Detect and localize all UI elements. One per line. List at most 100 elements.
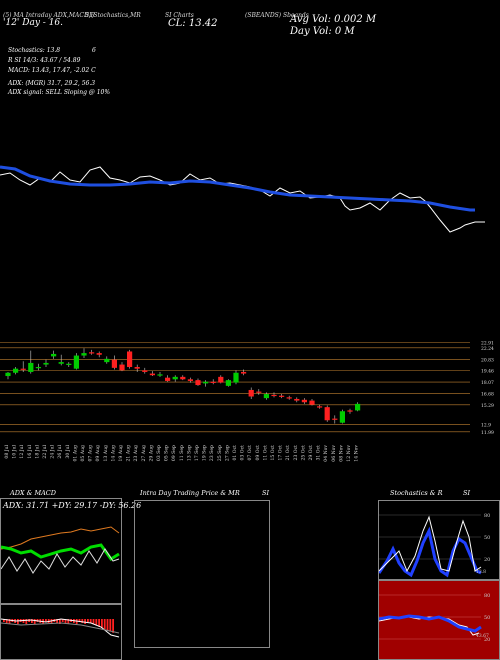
- stoch-tick-20: 20: [484, 557, 490, 563]
- candle-bear: [195, 380, 201, 386]
- adx-lines: [1, 526, 120, 574]
- macd-histogram-bar: [61, 619, 64, 622]
- macd-histogram-bar: [67, 619, 70, 624]
- header-day: '12' Day - 16.: [3, 18, 64, 28]
- macd-histogram-bar: [8, 619, 11, 624]
- macd-histogram-bar: [101, 619, 103, 628]
- candle-bear: [134, 367, 140, 369]
- rsi-tick-80: 80: [484, 593, 490, 599]
- stoch-blue-line: [379, 526, 482, 578]
- mr-panel: [134, 500, 270, 648]
- header-line1: (5) MA Intraday ADX,MACD,R: [3, 12, 96, 19]
- adx-orange-line: [1, 526, 120, 550]
- candle-bear: [347, 410, 353, 412]
- date-tick-label: 09 Aug: [95, 445, 101, 462]
- date-tick-label: 22 Jul: [42, 444, 48, 458]
- main-price-chart: [0, 165, 485, 233]
- date-tick-label: 08 Nov: [338, 445, 344, 462]
- candle-bull: [66, 363, 72, 365]
- rsi-label: R SI 14/3: 43.67 / 54.89: [8, 57, 81, 64]
- date-tick-label: 13 Sep: [186, 445, 192, 461]
- macd-histogram-bar: [87, 619, 89, 622]
- candle-bull: [203, 381, 209, 384]
- date-tick-label: 13 Aug: [103, 445, 109, 462]
- price-level-label: 22.91: [481, 340, 494, 346]
- rsi-chart: 80 50 20 43.67: [379, 593, 490, 643]
- macd-histogram-bar: [45, 619, 47, 622]
- candle-bear: [279, 395, 285, 397]
- header-line1b: SI,Stochastics,MR: [85, 12, 141, 19]
- price-level-label: 19.46: [481, 369, 494, 375]
- macd-histogram-bar: [56, 619, 58, 623]
- adx-label: ADX: (MGR) 31.7, 29.2, 56.3: [8, 80, 96, 87]
- date-tick-label: 06 Nov: [331, 445, 337, 462]
- adx-macd-title: ADX & MACD: [10, 489, 56, 497]
- date-tick-label: 09 Sep: [171, 445, 177, 461]
- candle-bear: [111, 359, 117, 368]
- macd-histogram-bar: [3, 619, 5, 622]
- candle-bull: [225, 380, 231, 386]
- header-dayvol: Day Vol: 0 M: [290, 26, 355, 37]
- date-tick-label: 01 Aug: [72, 445, 78, 462]
- candle-bull: [73, 355, 79, 369]
- header-line1c: SI Charts: [165, 12, 194, 19]
- date-tick-label: 10 Jul: [12, 444, 18, 458]
- date-tick-label: 25 Sep: [217, 445, 223, 461]
- date-tick-label: 21 Aug: [126, 445, 132, 462]
- macd-histogram-bar: [64, 619, 67, 623]
- stoch-chart: 80 50 20 13.8: [379, 513, 490, 578]
- header-close: CL: 13.42: [168, 18, 218, 29]
- date-tick-label: 01 Oct: [232, 445, 238, 461]
- macd-histogram-bar: [59, 619, 61, 624]
- macd-histogram-bar: [25, 619, 28, 624]
- candle-bull: [13, 368, 19, 373]
- macd-histogram-bar: [89, 619, 92, 624]
- date-tick-label: 17 Sep: [194, 445, 200, 461]
- stoch-panel: 80 50 20 13.8: [378, 500, 500, 580]
- candle-bear: [187, 379, 193, 381]
- date-tick-label: 27 Sep: [224, 445, 230, 461]
- candle-bull: [355, 403, 361, 411]
- mr-title: Intra Day Trading Price & MR: [140, 489, 240, 497]
- price-level-label: 18.07: [481, 380, 494, 386]
- date-tick-label: 21 Oct: [285, 445, 291, 461]
- candle-bear: [271, 394, 277, 397]
- date-tick-label: 19 Aug: [118, 445, 124, 462]
- date-tick-label: 23 Aug: [133, 445, 139, 462]
- date-tick-label: 12 Jul: [19, 444, 25, 458]
- adx-values: ADX: 31.71 +DY: 29.17 -DY: 56.26: [3, 501, 142, 510]
- date-tick-label: 16 Jul: [27, 444, 33, 458]
- price-level-label: 11.99: [481, 430, 494, 436]
- macd-histogram-bar: [109, 619, 112, 632]
- date-tick-label: 23 Sep: [209, 445, 215, 461]
- macd-histogram-bar: [112, 619, 114, 633]
- rsi-last-label: 43.67: [476, 633, 489, 639]
- date-tick-label: 30 Jul: [65, 444, 71, 458]
- candle-bull: [157, 374, 163, 376]
- price-line: [0, 166, 485, 233]
- date-tick-label: 15 Oct: [270, 445, 276, 461]
- candle-bear: [248, 389, 254, 397]
- candle-bear: [218, 376, 224, 383]
- macd-line: [1, 618, 120, 638]
- date-tick-label: 19 Sep: [202, 445, 208, 461]
- macd-histogram-bar: [103, 619, 106, 630]
- date-tick-label: 14 Nov: [354, 445, 360, 462]
- candle-bear: [256, 391, 262, 393]
- date-tick-label: 11 Sep: [179, 445, 185, 461]
- date-tick-label: 03 Sep: [156, 445, 162, 461]
- stoch-last-label: 13.8: [476, 569, 486, 575]
- candle-bull: [172, 376, 178, 380]
- candle-bull: [339, 411, 345, 423]
- date-tick-label: 05 Sep: [164, 445, 170, 461]
- candle-bull: [104, 358, 110, 363]
- date-tick-label: 14 Aug: [110, 445, 116, 462]
- macd-panel: [0, 604, 122, 660]
- date-tick-label: 03 Oct: [240, 445, 246, 461]
- candle-bear: [301, 399, 307, 403]
- price-level-label: 16.68: [481, 391, 494, 397]
- adx-white-line: [1, 548, 120, 574]
- candle-bear: [317, 406, 323, 408]
- candle-bear: [180, 376, 186, 380]
